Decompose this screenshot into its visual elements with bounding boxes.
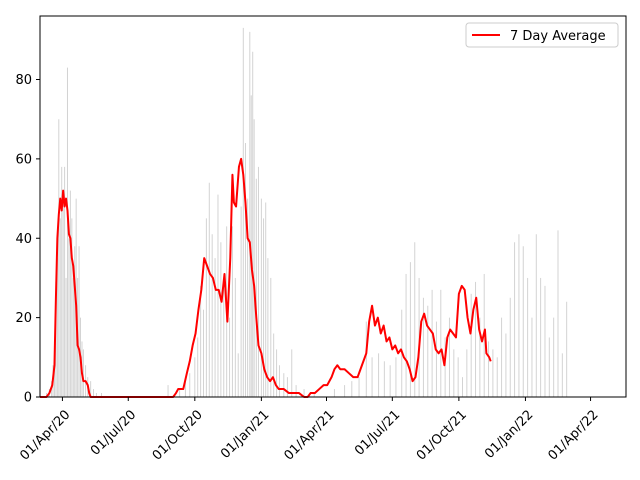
y-tick-label: 0 — [24, 391, 32, 406]
y-tick-label: 60 — [15, 152, 32, 167]
daily-bars — [46, 27, 568, 397]
legend-box — [465, 22, 619, 48]
series-line-0 — [40, 157, 492, 398]
legend: 7 Day Average — [465, 22, 619, 48]
y-tick-label: 20 — [15, 311, 32, 326]
plot-frame — [39, 15, 627, 398]
y-tick-label: 80 — [15, 73, 32, 88]
y-axis: 0 20 40 60 80 — [15, 73, 40, 406]
average-line-layer — [40, 157, 492, 398]
y-tick-label: 40 — [15, 232, 32, 247]
legend-label: 7 Day Average — [510, 29, 606, 44]
